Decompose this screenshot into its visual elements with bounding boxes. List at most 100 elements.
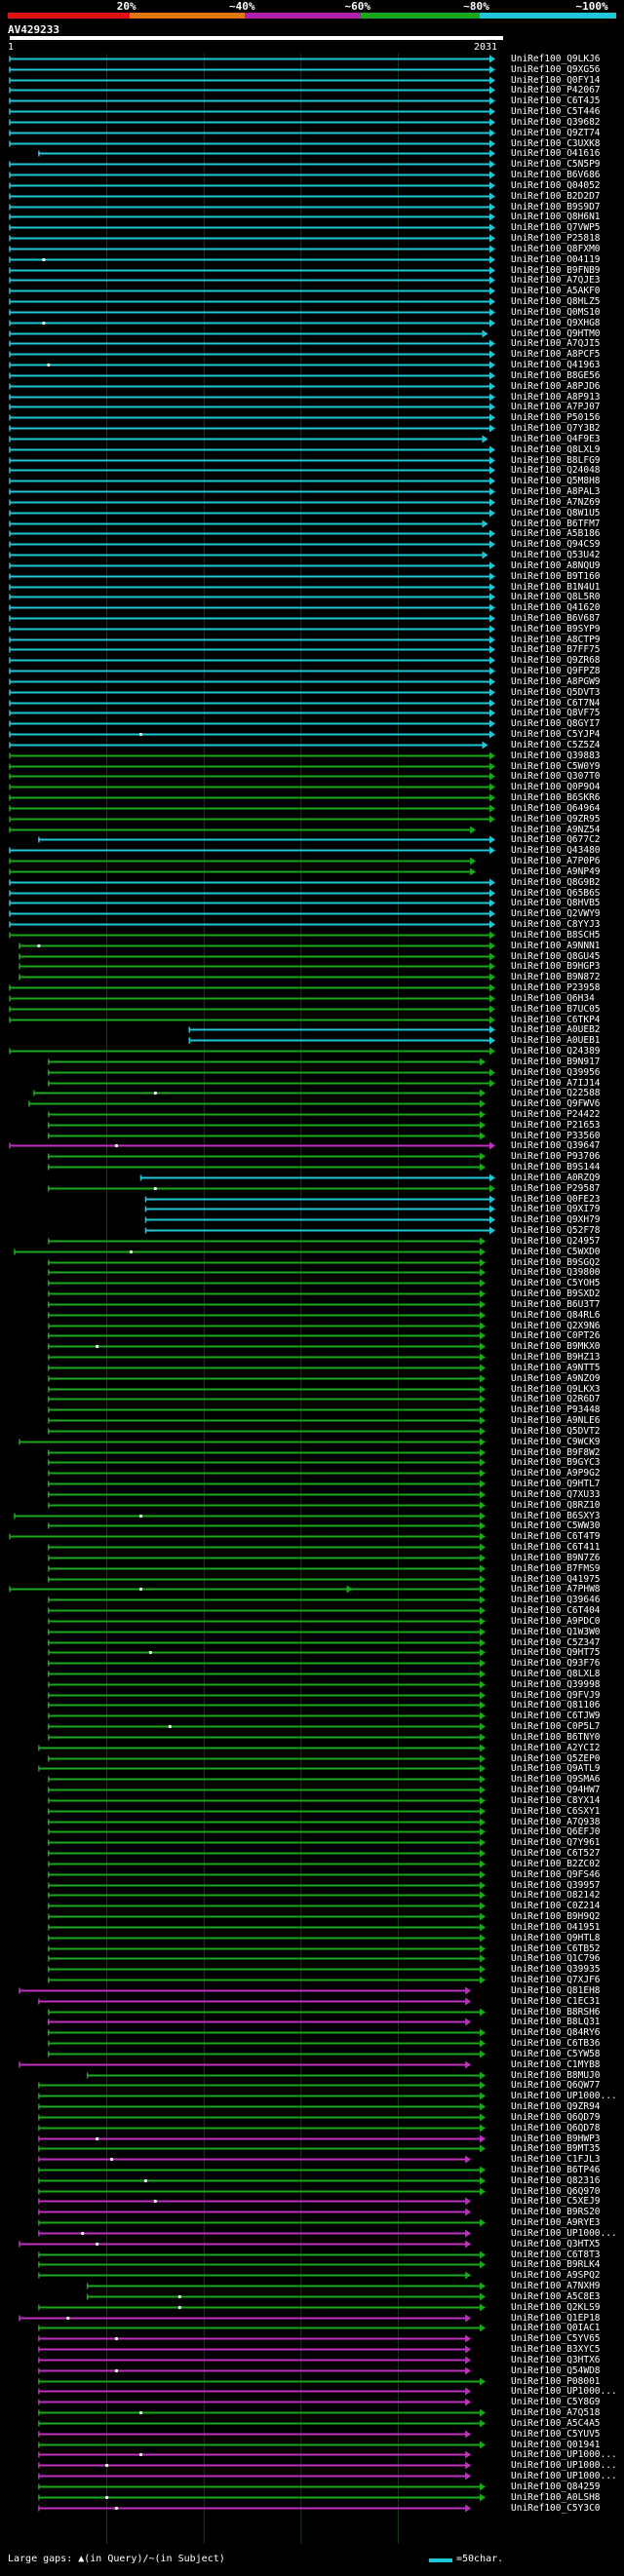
hit-row[interactable]	[9, 393, 495, 402]
hit-label[interactable]: UniRef100_Q9XHG8	[511, 318, 601, 328]
hit-label[interactable]: UniRef100_Q94CS9	[511, 539, 601, 550]
hit-label[interactable]: UniRef100_A7Q938	[511, 1817, 601, 1827]
hit-row[interactable]	[9, 339, 495, 348]
hit-label[interactable]: UniRef100_B2D2D7	[511, 191, 601, 202]
hit-label[interactable]: UniRef100_Q8GU45	[511, 951, 601, 962]
hit-label[interactable]: UniRef100_B9T160	[511, 571, 601, 582]
hit-row[interactable]	[38, 2197, 472, 2206]
hit-label[interactable]: UniRef100_Q41963	[511, 360, 601, 370]
hit-label[interactable]: UniRef100_B8SCH5	[511, 930, 601, 941]
hit-label[interactable]: UniRef100_Q7Y3B2	[511, 423, 601, 434]
hit-label[interactable]: UniRef100_B9HWP3	[511, 2134, 601, 2144]
hit-label[interactable]: UniRef100_C5Z347	[511, 1637, 601, 1648]
hit-label[interactable]: UniRef100_Q81EH8	[511, 1985, 601, 1996]
hit-label[interactable]: UniRef100_C8YYJ3	[511, 919, 601, 930]
hit-row[interactable]	[48, 1342, 487, 1351]
hit-row[interactable]	[38, 2493, 487, 2502]
hit-label[interactable]: UniRef100_C5N5P9	[511, 159, 601, 170]
hit-row[interactable]	[48, 1680, 487, 1689]
hit-row[interactable]	[48, 1564, 487, 1573]
hit-row[interactable]	[38, 2134, 487, 2143]
hit-label[interactable]: UniRef100_C5XEJ9	[511, 2196, 601, 2207]
hit-row[interactable]	[48, 1364, 487, 1372]
hit-row[interactable]	[48, 1374, 487, 1383]
hit-label[interactable]: UniRef100_A9NZ54	[511, 825, 601, 835]
hit-row[interactable]	[38, 2324, 487, 2332]
hit-row[interactable]	[38, 2356, 472, 2365]
hit-label[interactable]: UniRef100_Q1C796	[511, 1953, 601, 1964]
hit-row[interactable]	[48, 1638, 487, 1647]
hit-row[interactable]	[9, 645, 495, 654]
hit-row[interactable]	[48, 1934, 487, 1942]
hit-row[interactable]	[48, 1754, 487, 1763]
hit-label[interactable]: UniRef100_A9RYE3	[511, 2217, 601, 2228]
hit-row[interactable]	[38, 2377, 487, 2386]
hit-row[interactable]	[28, 1099, 487, 1108]
hit-row[interactable]	[48, 1902, 487, 1910]
hit-label[interactable]: UniRef100_A2YCI2	[511, 1743, 601, 1753]
hit-row[interactable]	[38, 2366, 472, 2375]
hit-label[interactable]: UniRef100_C6T527	[511, 1848, 601, 1859]
hit-label[interactable]: UniRef100_A5C8E3	[511, 2291, 601, 2302]
hit-row[interactable]	[48, 1322, 487, 1330]
hit-label[interactable]: UniRef100_Q9HTL7	[511, 1479, 601, 1489]
hit-row[interactable]	[9, 1585, 487, 1594]
hit-row[interactable]	[48, 1300, 487, 1309]
hit-row[interactable]	[48, 1617, 487, 1626]
hit-label[interactable]: UniRef100_Q5ZEP0	[511, 1753, 601, 1764]
hit-row[interactable]	[48, 1458, 487, 1467]
hit-label[interactable]: UniRef100_B9RS20	[511, 2207, 601, 2217]
hit-label[interactable]: UniRef100_B6TP46	[511, 2165, 601, 2175]
hit-label[interactable]: UniRef100_B6SKR6	[511, 792, 601, 803]
hit-label[interactable]: UniRef100_C1EC31	[511, 1996, 601, 2007]
hit-label[interactable]: UniRef100_A5AKF0	[511, 286, 601, 296]
hit-row[interactable]	[9, 688, 495, 697]
hit-label[interactable]: UniRef100_C6T4J5	[511, 96, 601, 106]
hit-label[interactable]: UniRef100_B9FNB9	[511, 265, 601, 276]
hit-label[interactable]: UniRef100_Q0MS10	[511, 307, 601, 318]
hit-label[interactable]: UniRef100_C1FJL3	[511, 2154, 601, 2165]
hit-label[interactable]: UniRef100_Q307T0	[511, 771, 601, 782]
hit-label[interactable]: UniRef100_B2ZC02	[511, 1859, 601, 1869]
hit-row[interactable]	[48, 1331, 487, 1340]
hit-row[interactable]	[9, 826, 477, 834]
hit-label[interactable]: UniRef100_A8NQU9	[511, 560, 601, 571]
hit-label[interactable]: UniRef100_Q8LXL8	[511, 1669, 601, 1679]
hit-row[interactable]	[9, 329, 488, 338]
hit-label[interactable]: UniRef100_Q9HT75	[511, 1647, 601, 1658]
hit-label[interactable]: UniRef100_A7Q518	[511, 2407, 601, 2418]
hit-row[interactable]	[48, 1775, 487, 1784]
hit-row[interactable]	[9, 1047, 495, 1056]
hit-label[interactable]: UniRef100_C6TB52	[511, 1943, 601, 1954]
hit-row[interactable]	[9, 129, 495, 137]
hit-row[interactable]	[48, 1501, 487, 1510]
hit-row[interactable]	[9, 319, 495, 327]
hit-label[interactable]: UniRef100_P24422	[511, 1109, 601, 1120]
hit-label[interactable]: UniRef100_Q01941	[511, 2440, 601, 2450]
hit-row[interactable]	[38, 2187, 487, 2196]
hit-row[interactable]	[9, 424, 495, 433]
hit-label[interactable]: UniRef100_A7NXH9	[511, 2281, 601, 2291]
hit-row[interactable]	[9, 719, 495, 728]
hit-row[interactable]	[38, 835, 495, 844]
hit-row[interactable]	[38, 1764, 487, 1773]
hit-row[interactable]	[9, 783, 495, 791]
hit-label[interactable]: UniRef100_Q0FY14	[511, 75, 601, 86]
hit-label[interactable]: UniRef100_C6SXY1	[511, 1806, 601, 1817]
hit-row[interactable]	[48, 1944, 487, 1953]
hit-row[interactable]	[48, 1490, 487, 1499]
hit-row[interactable]	[38, 2345, 472, 2354]
hit-label[interactable]: UniRef100_A0UEB1	[511, 1035, 601, 1046]
hit-label[interactable]: UniRef100_Q7XU33	[511, 1489, 601, 1500]
hit-label[interactable]: UniRef100_P25818	[511, 233, 601, 244]
hit-row[interactable]	[9, 107, 495, 116]
hit-label[interactable]: UniRef100_A9NTT5	[511, 1363, 601, 1373]
hit-label[interactable]: UniRef100_A8PGW9	[511, 676, 601, 687]
hit-row[interactable]	[9, 593, 495, 601]
hit-row[interactable]	[9, 920, 495, 929]
hit-row[interactable]	[48, 2008, 487, 2017]
hit-label[interactable]: UniRef100_A7PJ07	[511, 402, 601, 412]
hit-label[interactable]: UniRef100_A8CTP9	[511, 634, 601, 645]
hit-label[interactable]: UniRef100_B9N917	[511, 1057, 601, 1067]
hit-label[interactable]: UniRef100_Q0IAC1	[511, 2323, 601, 2333]
